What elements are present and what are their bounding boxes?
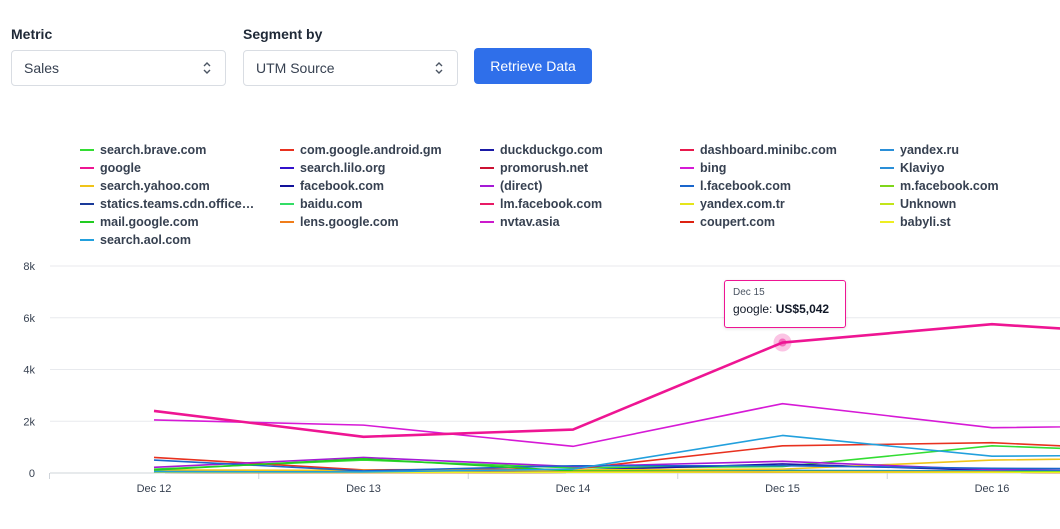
legend-swatch: [80, 203, 94, 205]
legend-swatch: [680, 185, 694, 187]
chevron-up-down-icon: [435, 62, 443, 74]
y-tick-label: 2k: [23, 416, 35, 428]
legend-swatch: [680, 149, 694, 151]
series-line: [153, 441, 1060, 471]
legend-item[interactable]: com.google.android.gm: [280, 141, 480, 159]
legend-swatch: [480, 185, 494, 187]
legend-item[interactable]: google: [80, 159, 280, 177]
legend-item[interactable]: yandex.com.tr: [680, 195, 880, 213]
legend-item[interactable]: yandex.ru: [880, 141, 1060, 159]
x-tick-label: Dec 16: [975, 483, 1010, 495]
legend-swatch: [80, 149, 94, 151]
segment-select[interactable]: UTM Source: [243, 50, 458, 86]
legend-swatch: [680, 221, 694, 223]
y-tick-label: 0: [29, 468, 35, 480]
tooltip-series: google: [733, 302, 770, 316]
legend-item[interactable]: l.facebook.com: [680, 177, 880, 195]
legend-item[interactable]: bing: [680, 159, 880, 177]
legend-swatch: [680, 203, 694, 205]
series-line: [153, 402, 1060, 448]
legend-swatch: [880, 221, 894, 223]
y-tick-label: 6k: [23, 313, 35, 325]
series-line: [153, 322, 1060, 439]
hover-point: [778, 338, 787, 347]
legend-swatch: [280, 149, 294, 151]
legend-item[interactable]: lens.google.com: [280, 213, 480, 231]
legend-item[interactable]: search.aol.com: [80, 231, 280, 249]
x-tick-label: Dec 12: [137, 483, 172, 495]
tooltip-date: Dec 15: [733, 287, 765, 298]
legend-item[interactable]: search.brave.com: [80, 141, 280, 159]
chart-tooltip: Dec 15 google: US$5,042: [724, 280, 846, 328]
legend-item[interactable]: statics.teams.cdn.office.net: [80, 195, 280, 213]
legend-swatch: [880, 149, 894, 151]
x-tick-label: Dec 15: [765, 483, 800, 495]
legend-swatch: [880, 167, 894, 169]
segment-label: Segment by: [243, 26, 323, 42]
series-line: [153, 458, 1060, 472]
retrieve-data-button[interactable]: Retrieve Data: [474, 48, 592, 84]
legend-item[interactable]: dashboard.minibc.com: [680, 141, 880, 159]
y-tick-label: 4k: [23, 365, 35, 377]
legend-swatch: [680, 167, 694, 169]
y-tick-label: 8k: [23, 261, 35, 273]
legend-swatch: [280, 221, 294, 223]
legend-swatch: [80, 185, 94, 187]
legend-swatch: [880, 203, 894, 205]
tooltip-value: US$5,042: [775, 302, 830, 316]
legend-item[interactable]: m.facebook.com: [880, 177, 1060, 195]
legend-item[interactable]: nvtav.asia: [480, 213, 680, 231]
legend-swatch: [480, 167, 494, 169]
legend-swatch: [80, 239, 94, 241]
x-tick-label: Dec 14: [556, 483, 591, 495]
metric-label: Metric: [11, 26, 53, 42]
series-line: [153, 459, 1060, 472]
legend-swatch: [80, 167, 94, 169]
legend-item[interactable]: Unknown: [880, 195, 1060, 213]
legend-item[interactable]: duckduckgo.com: [480, 141, 680, 159]
legend-swatch: [280, 167, 294, 169]
legend-swatch: [880, 185, 894, 187]
legend-swatch: [280, 185, 294, 187]
legend-item[interactable]: coupert.com: [680, 213, 880, 231]
legend-item[interactable]: search.yahoo.com: [80, 177, 280, 195]
legend-item[interactable]: (direct): [480, 177, 680, 195]
legend-item[interactable]: baidu.com: [280, 195, 480, 213]
legend-item[interactable]: mail.google.com: [80, 213, 280, 231]
segment-select-value: UTM Source: [256, 60, 335, 76]
metric-select-value: Sales: [24, 60, 60, 76]
legend-swatch: [480, 203, 494, 205]
legend-swatch: [280, 203, 294, 205]
legend-item[interactable]: Klaviyo: [880, 159, 1060, 177]
legend-swatch: [480, 149, 494, 151]
metric-select[interactable]: Sales: [11, 50, 226, 86]
chevron-up-down-icon: [203, 62, 211, 74]
chart-legend: search.brave.com com.google.android.gm duc…: [80, 141, 1060, 249]
x-tick-label: Dec 13: [346, 483, 381, 495]
legend-item[interactable]: babyli.st: [880, 213, 1060, 231]
legend-item[interactable]: lm.facebook.com: [480, 195, 680, 213]
legend-swatch: [80, 221, 94, 223]
legend-item[interactable]: facebook.com: [280, 177, 480, 195]
legend-swatch: [480, 221, 494, 223]
legend-item[interactable]: promorush.net: [480, 159, 680, 177]
series-line: [153, 434, 1060, 473]
legend-item[interactable]: search.lilo.org: [280, 159, 480, 177]
